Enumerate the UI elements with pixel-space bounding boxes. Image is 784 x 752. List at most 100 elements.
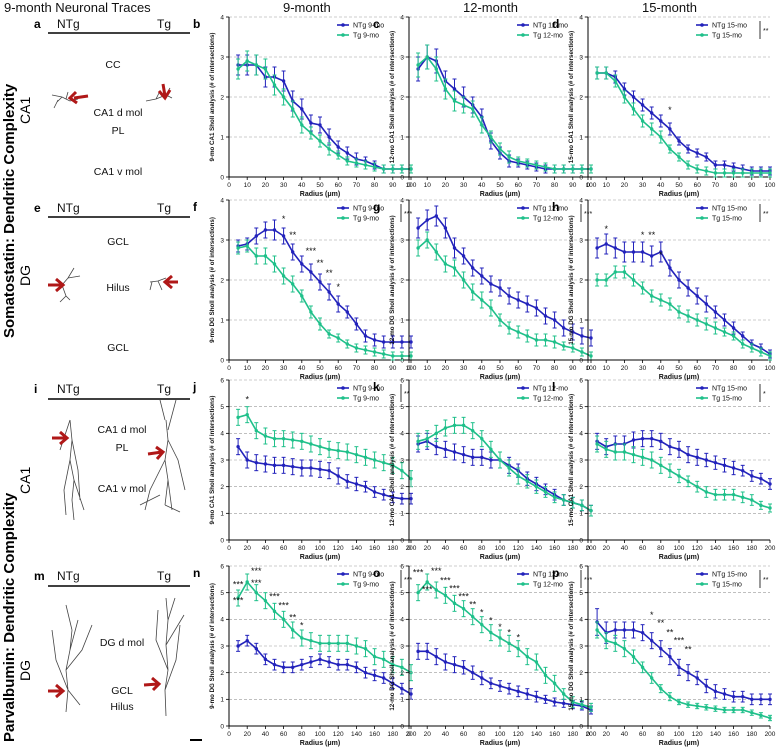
data-point: [425, 580, 429, 584]
significance-star: ***: [306, 246, 317, 256]
data-point: [686, 670, 690, 675]
x-axis-label: Radius (μm): [659, 554, 699, 561]
y-tick-label: 3: [400, 457, 404, 464]
data-point: [245, 458, 249, 462]
y-tick-label: 0: [400, 174, 404, 181]
data-point: [668, 147, 672, 151]
data-point: [650, 676, 654, 680]
data-point: [434, 444, 438, 449]
legend-marker: [521, 582, 525, 586]
x-tick-label: 60: [460, 731, 468, 738]
data-point: [768, 697, 772, 702]
red-arrow-icon: [52, 430, 70, 446]
y-tick-label: 3: [579, 457, 583, 464]
red-arrow-icon: [162, 274, 178, 290]
data-point: [668, 468, 672, 473]
significance-star: ***: [674, 635, 685, 645]
y-tick-label: 3: [579, 237, 583, 244]
x-tick-label: 60: [515, 182, 523, 189]
data-point: [345, 662, 349, 667]
y-tick-label: 1: [579, 317, 583, 324]
significance-star: **: [657, 618, 665, 628]
data-point: [291, 250, 295, 254]
data-point: [498, 458, 502, 462]
data-point: [668, 654, 672, 659]
x-axis-label: Radius (μm): [480, 740, 520, 747]
data-point: [291, 438, 295, 442]
data-point: [704, 155, 708, 159]
data-point: [300, 262, 304, 266]
data-point: [425, 55, 429, 59]
data-point: [452, 601, 457, 606]
y-axis-label: 15-mo DG Sholl analysis (# of intersecti…: [568, 581, 575, 710]
data-point: [731, 694, 736, 699]
x-tick-label: 100: [586, 365, 597, 372]
significance-star: *: [659, 250, 663, 260]
data-point: [686, 163, 690, 167]
data-point: [272, 262, 277, 266]
series-line-tg: [417, 55, 591, 170]
data-point: [281, 234, 286, 238]
side-region-dg-sst: DG: [17, 265, 33, 286]
y-tick-label: 4: [579, 14, 583, 21]
data-point: [354, 322, 359, 326]
data-point: [722, 171, 727, 175]
x-tick-label: 100: [315, 731, 326, 738]
data-point: [354, 644, 359, 648]
data-point: [498, 684, 502, 688]
data-point: [741, 708, 745, 712]
data-point: [731, 334, 736, 338]
data-point: [713, 706, 718, 711]
x-tick-label: 90: [569, 182, 577, 189]
x-tick-label: 20: [424, 545, 432, 552]
data-point: [713, 492, 718, 497]
data-point: [452, 450, 457, 454]
data-point: [622, 646, 627, 651]
legend-marker: [700, 396, 704, 400]
y-tick-label: 2: [220, 94, 224, 101]
data-point: [552, 700, 557, 704]
data-point: [263, 598, 268, 603]
legend-label: NTg 9-mo: [353, 206, 384, 213]
x-tick-label: 20: [621, 365, 629, 372]
significance-star: ***: [233, 595, 244, 605]
data-point: [507, 466, 511, 470]
data-point: [254, 460, 258, 465]
data-point: [768, 482, 772, 486]
x-tick-label: 10: [603, 365, 611, 372]
side-title-somatostatin: Somatostatin: Dendritic Complexity: [1, 83, 18, 338]
data-point: [750, 474, 754, 478]
x-tick-label: 180: [387, 545, 398, 552]
data-point: [372, 654, 377, 659]
data-point: [498, 147, 502, 151]
region-label: GCL: [107, 236, 129, 248]
y-tick-label: 2: [400, 277, 404, 284]
data-point: [498, 286, 502, 290]
data-point: [507, 686, 511, 691]
x-tick-label: 100: [765, 365, 776, 372]
data-point: [741, 334, 745, 338]
series-line-ntg: [417, 215, 592, 339]
data-point: [236, 415, 240, 420]
data-point: [489, 282, 493, 286]
legend-label: Tg 15-mo: [712, 33, 742, 40]
significance-star: ***: [251, 566, 262, 576]
side-region-ca1-pv: CA1: [17, 467, 33, 494]
panel-letter: c: [373, 17, 380, 31]
panel-letter: b: [193, 17, 200, 31]
data-point: [677, 665, 681, 670]
trace-panel-m: m NTg Tg DG d mol GCL Hilus: [34, 569, 202, 741]
panel-letter: a: [34, 17, 41, 31]
legend-marker: [700, 216, 704, 220]
y-tick-label: 0: [220, 357, 224, 364]
column-header-12-month: 12-month: [463, 0, 518, 15]
data-point: [686, 314, 690, 318]
y-tick-label: 2: [579, 670, 583, 677]
y-tick-label: 4: [579, 197, 583, 204]
data-point: [409, 167, 413, 171]
x-tick-label: 50: [316, 365, 324, 372]
data-point: [613, 246, 617, 250]
y-tick-label: 2: [579, 277, 583, 284]
significance-star: ***: [251, 578, 262, 588]
